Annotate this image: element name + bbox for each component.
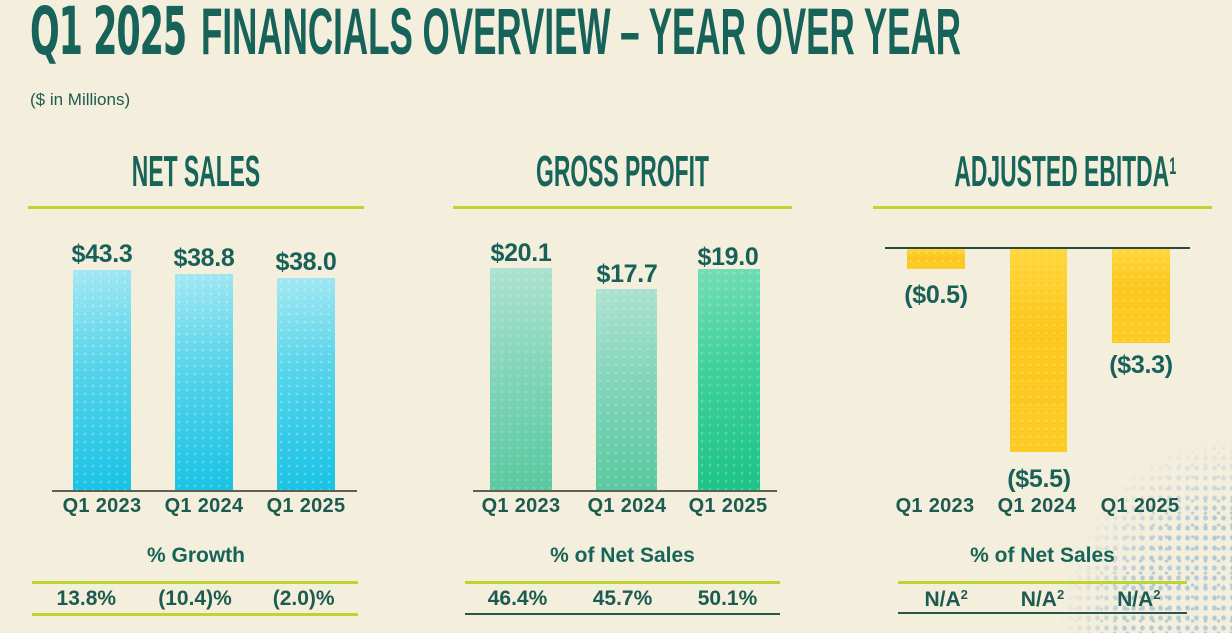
adjusted-ebitda-section: ADJUSTED EBITDA1 ($0.5) ($5.5) ($3.3) Q1…: [873, 0, 1212, 633]
gross-profit-metric-divider-bottom: [465, 613, 780, 615]
gross-profit-bar-q1-2023: [490, 268, 552, 490]
page-title: Q1 2025 FINANCIALS OVERVIEW – YEAR OVER Y…: [30, 0, 961, 65]
gross-profit-axis-line: [473, 490, 777, 492]
net-sales-value-q1-2024: $38.8: [173, 244, 235, 272]
net-sales-bar-q1-2024: [175, 274, 233, 490]
adjusted-ebitda-value-q1-2024: ($5.5): [1007, 465, 1071, 493]
net-sales-axis-line: [52, 490, 357, 492]
adjusted-ebitda-metric-value-q1-2025: N/A2: [1091, 587, 1187, 612]
gross-profit-title: GROSS PROFIT: [536, 147, 709, 196]
gross-profit-metric-value-q1-2024: 45.7%: [592, 587, 653, 610]
adjusted-ebitda-bar-q1-2025: [1112, 249, 1170, 343]
units-note: ($ in Millions): [30, 90, 131, 109]
net-sales-metric-row: 13.8% (10.4)% (2.0)%: [32, 587, 358, 611]
net-sales-value-q1-2023: $43.3: [71, 240, 133, 268]
net-sales-metric-value-q1-2024: (10.4)%: [158, 587, 232, 610]
net-sales-metric-value-q1-2025: (2.0)%: [272, 587, 335, 610]
adjusted-ebitda-footnote-marker: 1: [1169, 152, 1177, 180]
net-sales-bar-q1-2025: [277, 278, 335, 490]
adjusted-ebitda-title-text: ADJUSTED EBITDA: [954, 147, 1170, 196]
net-sales-metric-divider-top: [32, 581, 358, 584]
metric-value-text: N/A: [1020, 588, 1057, 612]
net-sales-category-q1-2025: Q1 2025: [266, 495, 346, 517]
gross-profit-section: GROSS PROFIT $20.1 $17.7 $19.0 Q1 2023 Q…: [453, 0, 792, 633]
net-sales-metric-value-q1-2023: 13.8%: [56, 587, 117, 610]
gross-profit-value-q1-2023: $20.1: [490, 239, 552, 267]
adjusted-ebitda-metric-divider-bottom: [898, 612, 1187, 614]
adjusted-ebitda-category-q1-2023: Q1 2023: [895, 495, 975, 517]
net-sales-category-q1-2024: Q1 2024: [164, 495, 244, 517]
gross-profit-metric-value-q1-2025: 50.1%: [697, 587, 758, 610]
net-sales-category-q1-2023: Q1 2023: [62, 495, 142, 517]
gross-profit-category-q1-2025: Q1 2025: [688, 495, 768, 517]
adjusted-ebitda-category-q1-2024: Q1 2024: [997, 495, 1077, 517]
adjusted-ebitda-value-q1-2025: ($3.3): [1109, 351, 1173, 379]
gross-profit-value-q1-2024: $17.7: [596, 260, 658, 288]
net-sales-value-q1-2025: $38.0: [275, 248, 337, 276]
gross-profit-metric-value-q1-2023: 46.4%: [487, 587, 548, 610]
gross-profit-metric-divider-top: [465, 581, 780, 584]
net-sales-title: NET SALES: [131, 147, 261, 196]
metric-footnote-marker: 2: [1056, 587, 1065, 602]
gross-profit-metric-row: 46.4% 45.7% 50.1%: [465, 587, 780, 611]
adjusted-ebitda-metric-value-q1-2024: N/A2: [994, 587, 1090, 612]
adjusted-ebitda-bar-q1-2023: [907, 249, 965, 269]
gross-profit-metric-label: % of Net Sales: [550, 544, 695, 567]
adjusted-ebitda-value-q1-2023: ($0.5): [904, 281, 968, 309]
gross-profit-bar-q1-2025: [698, 269, 760, 490]
adjusted-ebitda-metric-label: % of Net Sales: [970, 544, 1115, 567]
page-title-rest: FINANCIALS OVERVIEW – YEAR OVER YEAR: [201, 0, 962, 68]
metric-value-text: N/A: [924, 588, 961, 612]
adjusted-ebitda-bar-q1-2024: [1010, 249, 1067, 452]
adjusted-ebitda-title: ADJUSTED EBITDA1: [954, 150, 1176, 194]
gross-profit-category-q1-2023: Q1 2023: [481, 495, 561, 517]
adjusted-ebitda-category-q1-2025: Q1 2025: [1100, 495, 1180, 517]
net-sales-metric-divider-bottom: [32, 613, 358, 616]
net-sales-section: NET SALES $43.3 $38.8 $38.0 Q1 2023 Q1 2…: [28, 0, 364, 633]
page-title-prefix: Q1 2025: [30, 0, 187, 70]
net-sales-bar-q1-2023: [73, 270, 131, 490]
metric-footnote-marker: 2: [1153, 587, 1161, 602]
adjusted-ebitda-metric-divider-top: [898, 581, 1187, 584]
adjusted-ebitda-metric-value-q1-2023: N/A2: [898, 587, 994, 612]
gross-profit-category-q1-2024: Q1 2024: [587, 495, 667, 517]
metric-footnote-marker: 2: [960, 587, 968, 602]
gross-profit-bar-q1-2024: [596, 289, 657, 490]
adjusted-ebitda-metric-row: N/A2 N/A2 N/A2: [898, 587, 1187, 612]
gross-profit-title-underline: [453, 206, 792, 209]
adjusted-ebitda-title-underline: [873, 206, 1212, 209]
gross-profit-value-q1-2025: $19.0: [697, 243, 759, 271]
metric-value-text: N/A: [1117, 588, 1154, 612]
net-sales-title-underline: [28, 206, 364, 209]
net-sales-metric-label: % Growth: [147, 544, 245, 567]
adjusted-ebitda-zero-baseline: [885, 247, 1190, 249]
